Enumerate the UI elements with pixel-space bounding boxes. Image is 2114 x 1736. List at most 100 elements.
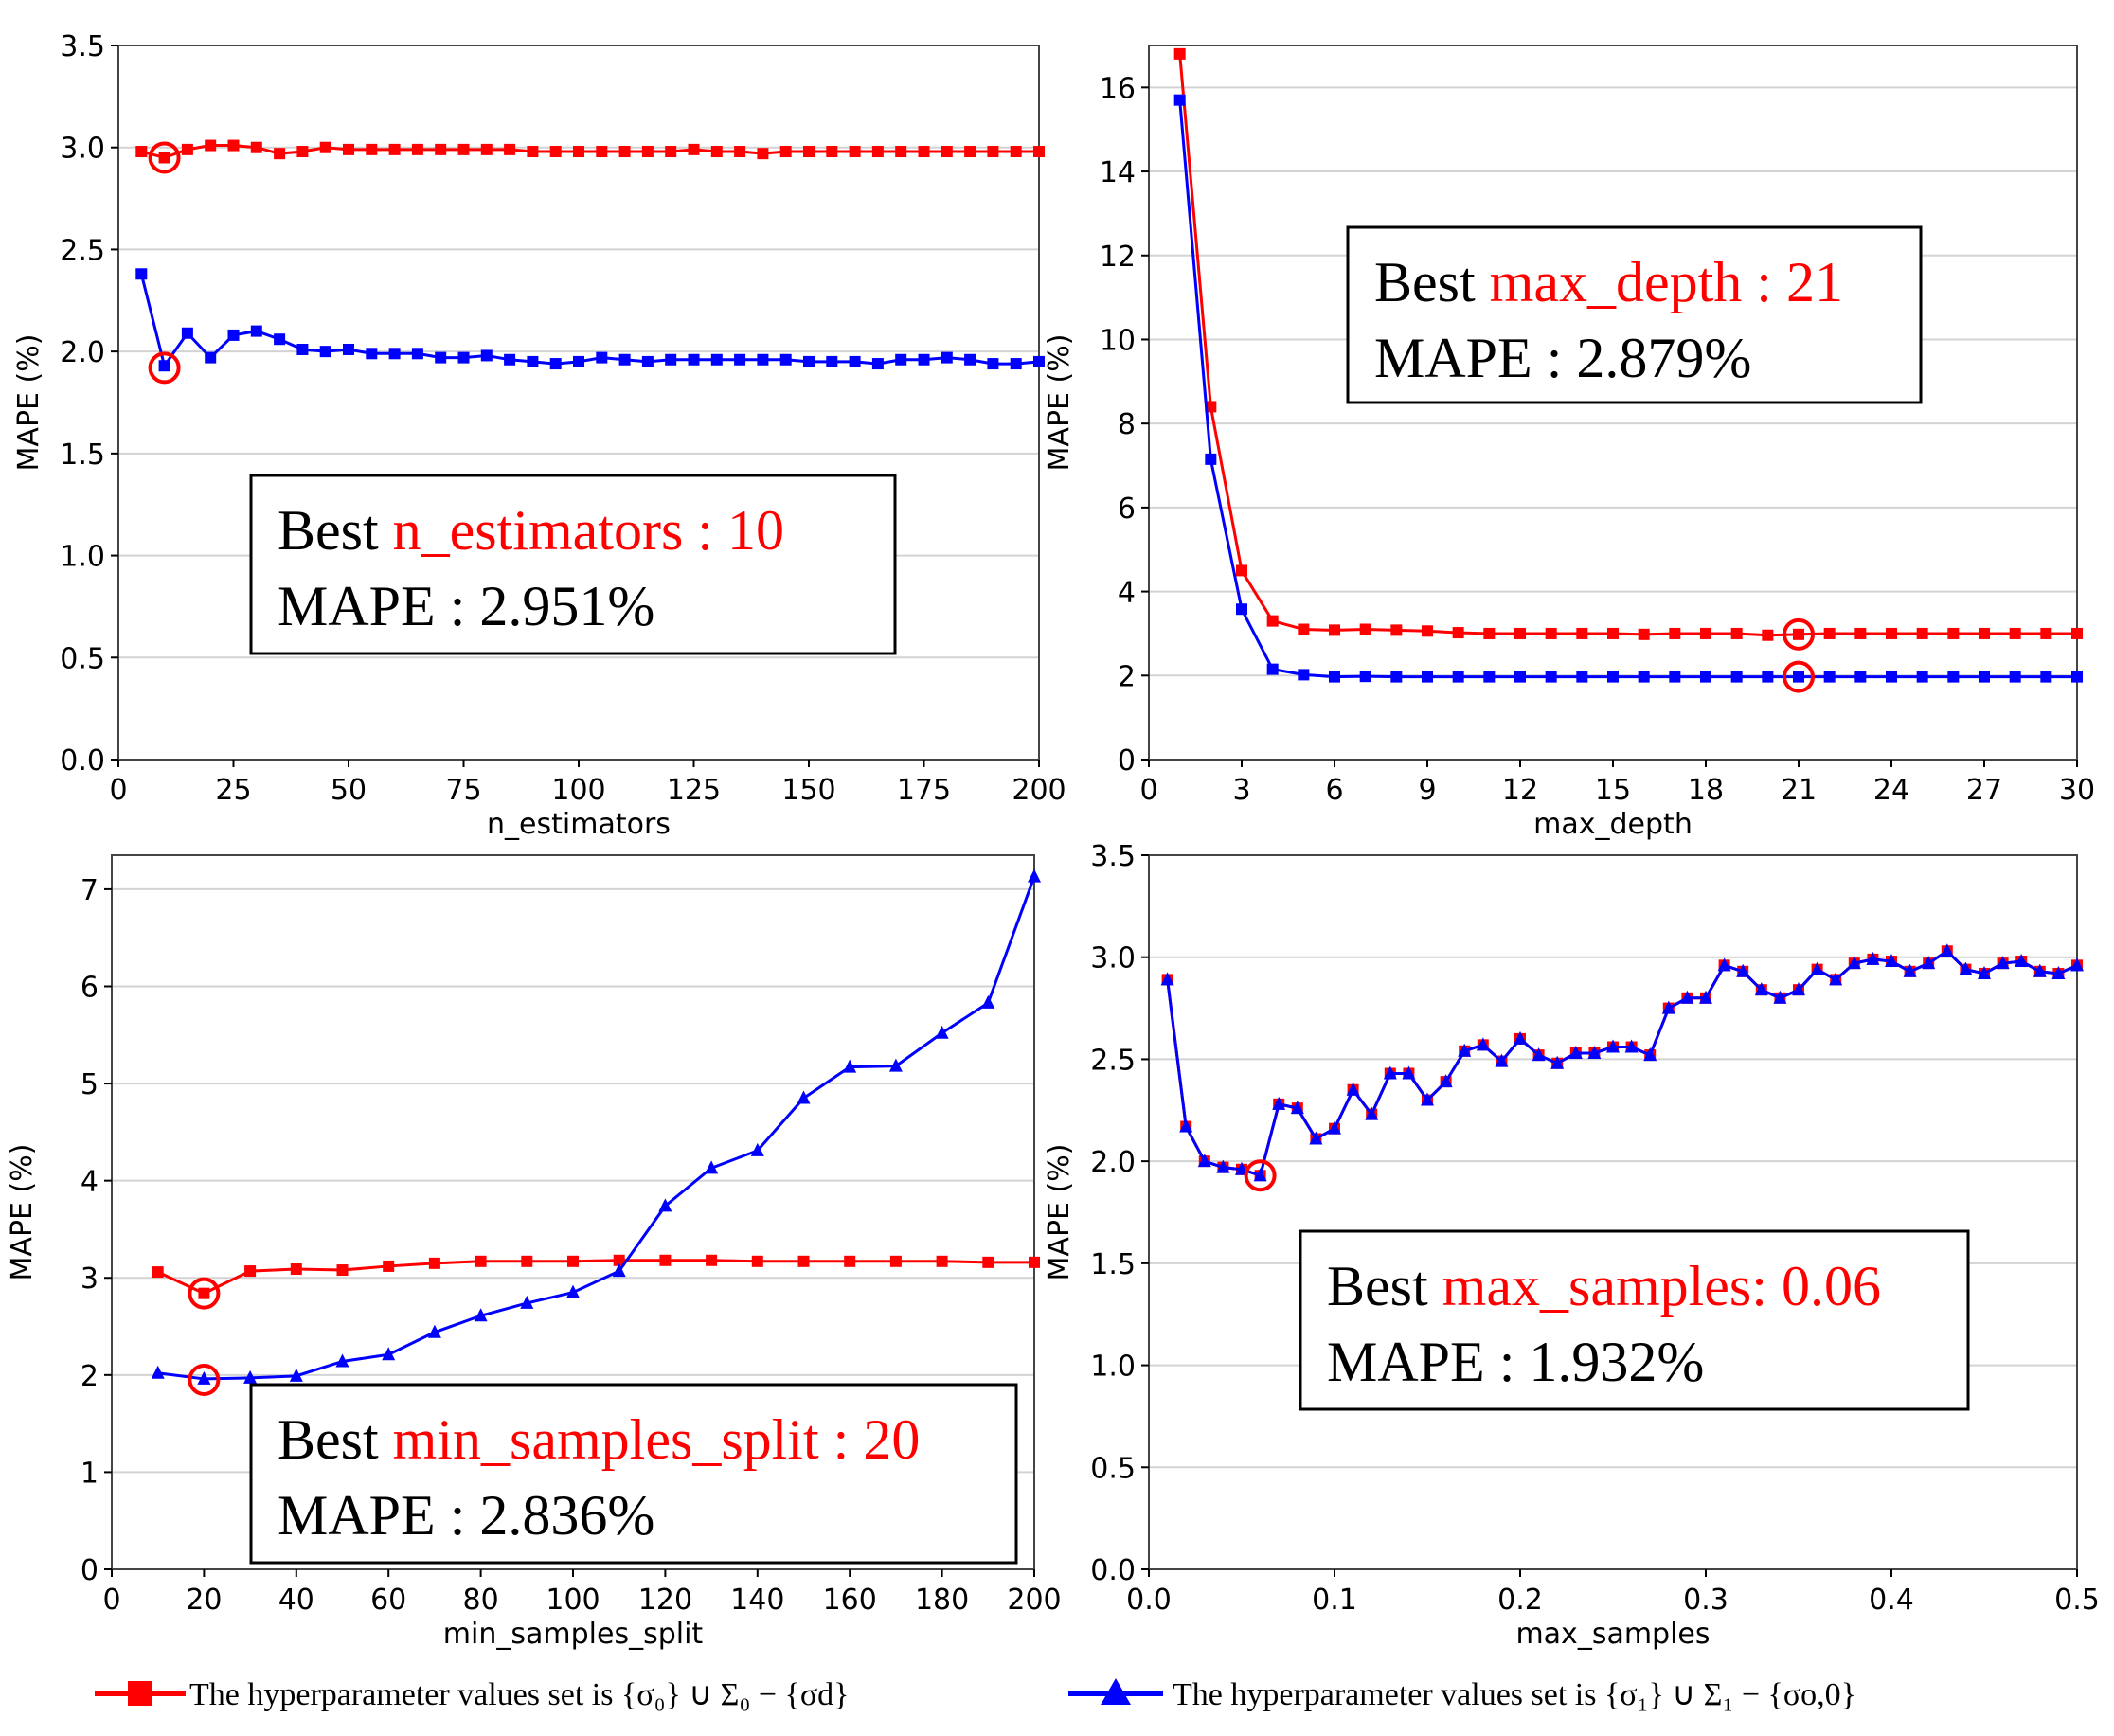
data-point-red xyxy=(521,1255,533,1267)
data-point-blue xyxy=(1452,671,1464,683)
annotation-box: Best min_samples_split : 20 MAPE : 2.836% xyxy=(249,1383,1018,1565)
data-point-blue xyxy=(1903,963,1917,977)
chart-panel-4: 0.0 0.5 1.0 1.5 2.0 2.5 3.0 3.5 0.0 0.1 0.2 0.3 0.4 0… xyxy=(1043,840,2100,1651)
data-point-blue xyxy=(612,1263,626,1278)
best-value-circle xyxy=(188,1363,221,1396)
data-point-red xyxy=(567,1255,579,1267)
data-point-red xyxy=(1205,401,1217,413)
x-tick-label: 24 xyxy=(1873,774,1909,807)
data-point-blue xyxy=(1476,1037,1490,1051)
annotation-highlight: max_samples: 0.06 xyxy=(1442,1255,1881,1317)
data-point-red xyxy=(152,1266,164,1279)
x-axis-label: min_samples_split xyxy=(443,1618,704,1651)
data-point-red xyxy=(1483,627,1496,639)
best-value-circle xyxy=(1783,660,1815,693)
x-tick-label: 0 xyxy=(109,774,127,807)
y-tick-label: 2.5 xyxy=(60,234,105,267)
y-tick-label: 16 xyxy=(1100,72,1136,105)
data-point-blue xyxy=(2033,963,2047,977)
x-tick-label: 160 xyxy=(823,1584,877,1617)
y-tick-label: 6 xyxy=(81,971,99,1004)
series-line-blue xyxy=(139,273,1040,369)
data-point-blue xyxy=(705,1160,719,1174)
data-point-blue xyxy=(566,1284,580,1298)
data-point-red xyxy=(1029,1256,1040,1268)
y-tick-label: 2.0 xyxy=(1090,1146,1136,1179)
data-point-red xyxy=(1452,627,1464,639)
data-point-red xyxy=(918,146,930,158)
x-tick-label: 0 xyxy=(1139,774,1157,807)
best-value-circle xyxy=(1783,617,1815,651)
data-point-blue xyxy=(803,355,815,367)
data-point-red xyxy=(435,143,447,155)
data-point-red xyxy=(1979,627,1990,639)
y-tick-label: 1.5 xyxy=(60,438,105,472)
data-point-red xyxy=(1576,627,1588,639)
data-point-blue xyxy=(1624,1039,1639,1053)
data-point-blue xyxy=(895,353,907,366)
data-point-blue xyxy=(1773,990,1787,1004)
data-point-blue xyxy=(1810,961,1824,975)
annotation-best-line: Best max_samples: 0.06 xyxy=(1327,1255,1881,1317)
y-axis-label: MAPE (%) xyxy=(1043,334,1076,472)
data-point-red xyxy=(504,143,516,155)
data-point-blue xyxy=(1754,982,1768,996)
data-point-red xyxy=(411,143,423,155)
y-tick-label: 7 xyxy=(81,874,99,907)
data-point-red xyxy=(797,1255,810,1267)
x-axis-label: max_depth xyxy=(1533,808,1693,841)
data-point-red xyxy=(2040,627,2052,639)
y-tick-label: 4 xyxy=(1118,577,1136,610)
data-point-blue xyxy=(227,329,240,341)
x-tick-label: 18 xyxy=(1688,774,1724,807)
data-point-blue xyxy=(1762,671,1774,683)
annotation-mape-line: MAPE : 2.951% xyxy=(278,575,654,637)
data-point-blue xyxy=(1922,956,1936,970)
data-point-blue xyxy=(1736,963,1750,977)
data-point-blue xyxy=(474,1308,488,1322)
data-point-blue xyxy=(1568,1045,1583,1059)
data-point-blue xyxy=(520,1295,534,1309)
y-tick-label: 14 xyxy=(1100,156,1136,189)
data-point-red xyxy=(895,146,907,158)
data-point-blue xyxy=(388,348,401,360)
data-point-red xyxy=(383,1260,395,1272)
data-point-blue xyxy=(1847,956,1861,970)
x-tick-label: 200 xyxy=(1012,774,1066,807)
data-point-blue xyxy=(1173,94,1186,106)
x-tick-label: 21 xyxy=(1781,774,1817,807)
data-point-red xyxy=(1916,627,1928,639)
annotation-mape-line: MAPE : 2.836% xyxy=(278,1484,654,1547)
data-point-blue xyxy=(734,353,746,366)
data-point-blue xyxy=(205,351,217,364)
data-point-blue xyxy=(1216,1159,1230,1173)
data-point-blue xyxy=(411,348,423,360)
x-tick-label: 40 xyxy=(278,1584,314,1617)
y-tick-label: 5 xyxy=(81,1068,99,1101)
data-point-red xyxy=(1730,627,1743,639)
data-point-blue xyxy=(964,353,976,366)
annotation-highlight: max_depth : 21 xyxy=(1490,251,1843,313)
data-point-blue xyxy=(1439,1074,1453,1088)
data-point-blue xyxy=(1329,671,1340,683)
data-point-red xyxy=(1854,627,1867,639)
annotation-highlight: n_estimators : 10 xyxy=(393,499,784,562)
data-point-red xyxy=(158,152,170,164)
data-point-blue xyxy=(641,355,654,367)
data-point-blue xyxy=(1607,671,1619,683)
data-point-blue xyxy=(871,358,884,370)
y-tick-label: 3.5 xyxy=(60,30,105,63)
y-tick-label: 3.0 xyxy=(1090,942,1136,975)
x-tick-label: 6 xyxy=(1325,774,1343,807)
data-point-blue xyxy=(658,1198,672,1212)
annotation-best-line: Best n_estimators : 10 xyxy=(278,499,784,562)
data-point-red xyxy=(889,1255,902,1267)
data-point-red xyxy=(366,143,378,155)
data-point-red xyxy=(688,143,700,155)
data-point-blue xyxy=(1643,1047,1657,1062)
data-point-blue xyxy=(1390,671,1403,683)
x-tick-label: 0 xyxy=(102,1584,120,1617)
data-point-red xyxy=(871,146,884,158)
data-point-blue xyxy=(573,355,584,367)
y-tick-label: 1.5 xyxy=(1090,1248,1136,1281)
